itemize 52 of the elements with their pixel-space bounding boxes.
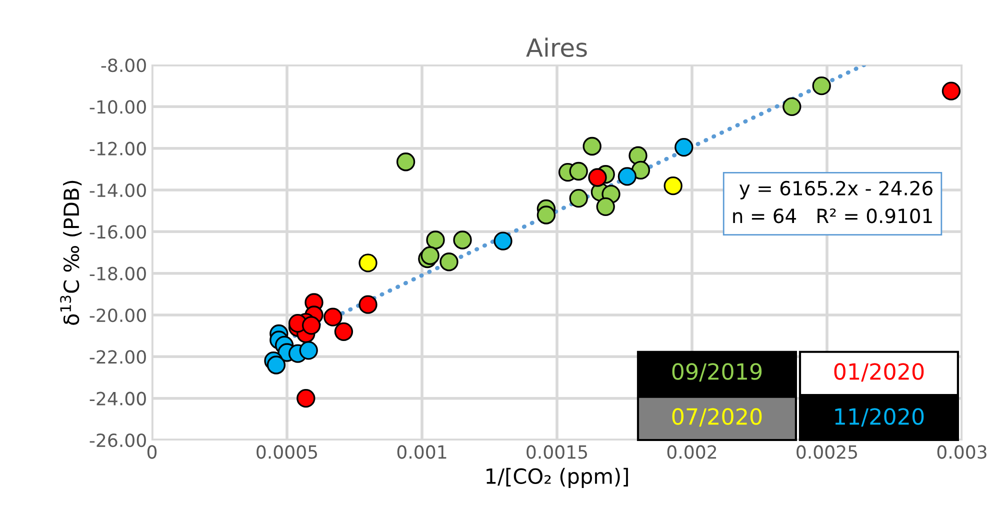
point	[358, 295, 378, 314]
y-tick-label: -8.00	[101, 58, 146, 72]
point	[358, 254, 378, 272]
chart-title: Aires	[526, 38, 587, 58]
point	[324, 308, 342, 326]
x-tick-label: 0	[147, 445, 157, 459]
point	[664, 176, 682, 196]
point	[453, 230, 472, 250]
x-tick-label: 0.0025	[796, 445, 858, 459]
point	[396, 152, 416, 172]
annotation: y = 6165.2x - 24.26 n = 64 R² = 0.9101	[733, 180, 932, 224]
point	[296, 388, 316, 408]
y-tick-label: -12.00	[90, 142, 146, 156]
point	[631, 160, 650, 180]
x-tick-label: 0.001	[397, 445, 446, 459]
x-tick-label: 0.0015	[526, 445, 588, 459]
point	[440, 252, 458, 272]
point	[266, 356, 286, 374]
y-tick-label: -24.00	[90, 392, 146, 406]
point	[494, 232, 512, 250]
y-tick-label: -14.00	[90, 183, 146, 198]
point	[569, 188, 588, 208]
x-tick-label: 0.003	[937, 445, 986, 459]
point	[782, 97, 802, 116]
point	[588, 168, 607, 187]
text: 09/2019	[672, 363, 762, 382]
point	[582, 136, 602, 156]
y-tick-label: -18.00	[90, 266, 146, 280]
text: 07/2020	[672, 408, 762, 427]
y-tick-label: -20.00	[90, 308, 146, 322]
point	[812, 76, 831, 96]
y-axis-title: δ$^{13}$C ‰ (PDB)	[60, 180, 82, 325]
x-axis-title: 1/[CO₂ (ppm)]	[486, 468, 628, 488]
point	[420, 246, 440, 265]
x-tick-label: 0.002	[667, 445, 716, 459]
point	[674, 138, 694, 157]
point	[942, 82, 961, 100]
y-tick-label: -22.00	[90, 350, 146, 364]
point	[536, 206, 556, 224]
text: 11/2020	[835, 408, 924, 427]
point	[426, 230, 445, 250]
point	[618, 167, 637, 186]
y-tick-label: -10.00	[90, 100, 146, 114]
x-tick-label: 0.0005	[256, 445, 318, 459]
y-tick-label: -16.00	[90, 225, 146, 239]
point	[596, 197, 615, 216]
point	[302, 316, 321, 335]
text: 01/2020	[834, 363, 924, 382]
y-tick-label: -26.00	[90, 433, 146, 448]
point	[299, 341, 318, 360]
point	[569, 162, 588, 181]
point	[334, 322, 354, 342]
